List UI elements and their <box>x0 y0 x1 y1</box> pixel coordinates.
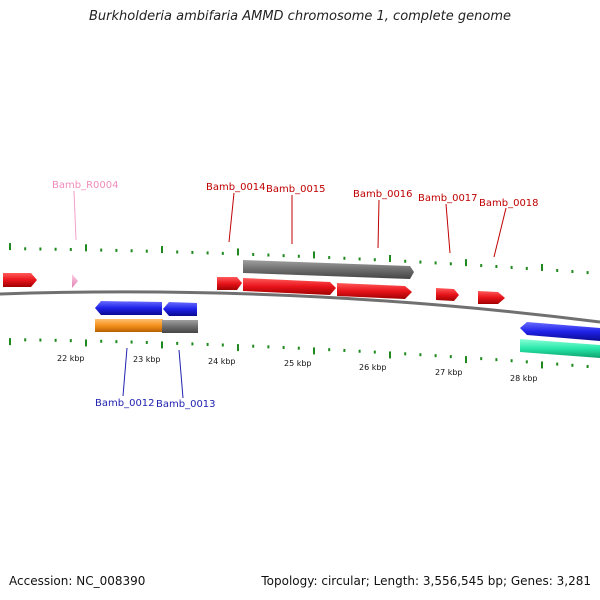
teal-feature[interactable] <box>520 339 600 358</box>
scale-label-26kbp: 26 kbp <box>359 363 387 372</box>
rna-arrow-Bamb_R0004[interactable] <box>72 274 78 288</box>
accession-text: Accession: NC_008390 <box>9 574 146 588</box>
gray-feature-lower[interactable] <box>162 320 198 333</box>
upper-tick-row <box>9 243 589 275</box>
gray-feature-upper[interactable] <box>243 260 414 279</box>
gene-arrow-Bamb_0018[interactable] <box>478 291 505 304</box>
scale-label-28kbp: 28 kbp <box>510 374 538 383</box>
lower-tick-row <box>9 338 589 369</box>
gene-label-Bamb_0017[interactable]: Bamb_0017 <box>418 193 478 204</box>
gene-arrow-Bamb_0013[interactable] <box>163 302 197 316</box>
gene-arrow-Bamb_0012[interactable] <box>95 301 162 315</box>
gene-arrow-left-edge[interactable] <box>3 273 37 287</box>
gene-labels: Bamb_R0004 Bamb_0014 Bamb_0015 Bamb_0016… <box>52 180 539 410</box>
gene-label-Bamb_0016[interactable]: Bamb_0016 <box>353 189 413 200</box>
label-leader-lines <box>73 190 507 399</box>
gene-label-Bamb_0015[interactable]: Bamb_0015 <box>266 184 326 195</box>
scale-label-24kbp: 24 kbp <box>208 357 236 366</box>
gene-arrow-Bamb_0014[interactable] <box>217 277 242 290</box>
chromosome-backbone <box>0 290 600 324</box>
gene-arrow-Bamb_0015[interactable] <box>243 278 336 295</box>
scale-label-27kbp: 27 kbp <box>435 368 463 377</box>
gene-arrow-Bamb_0016[interactable] <box>337 283 412 299</box>
orange-feature[interactable] <box>95 319 163 332</box>
scale-label-25kbp: 25 kbp <box>284 359 312 368</box>
gene-label-Bamb_0012[interactable]: Bamb_0012 <box>95 398 155 409</box>
genome-summary-text: Topology: circular; Length: 3,556,545 bp… <box>261 574 591 588</box>
gene-label-Bamb_R0004[interactable]: Bamb_R0004 <box>52 180 118 191</box>
gene-label-Bamb_0013[interactable]: Bamb_0013 <box>156 399 216 410</box>
scale-labels: 22 kbp 23 kbp 24 kbp 25 kbp 26 kbp 27 kb… <box>57 354 538 383</box>
scale-label-22kbp: 22 kbp <box>57 354 85 363</box>
scale-label-23kbp: 23 kbp <box>133 355 161 364</box>
gene-label-Bamb_0014[interactable]: Bamb_0014 <box>206 182 266 193</box>
gene-label-Bamb_0018[interactable]: Bamb_0018 <box>479 198 539 209</box>
gene-arrow-right-edge[interactable] <box>520 322 600 341</box>
gene-arrow-Bamb_0017[interactable] <box>436 288 459 301</box>
map-title: Burkholderia ambifaria AMMD chromosome 1… <box>88 9 512 24</box>
